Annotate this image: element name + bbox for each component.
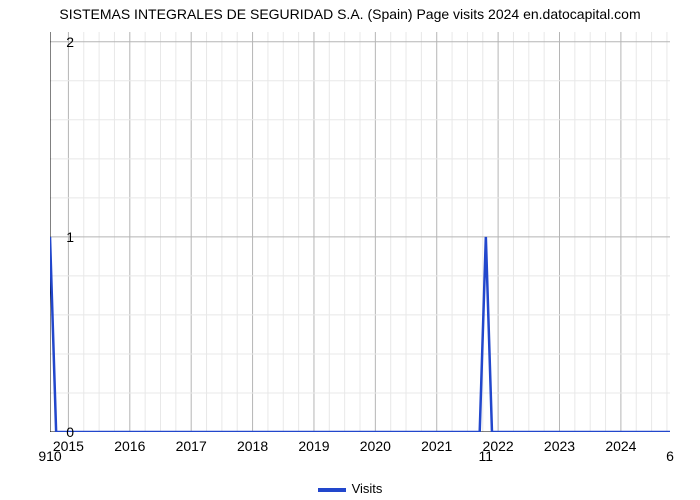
point-label: 11 — [479, 448, 494, 464]
y-tick-label: 2 — [50, 34, 74, 50]
x-tick-label: 2021 — [421, 438, 452, 454]
x-tick-label: 2023 — [544, 438, 575, 454]
legend-swatch — [318, 488, 346, 492]
x-tick-label: 2020 — [360, 438, 391, 454]
x-tick-label: 2019 — [298, 438, 329, 454]
chart-title: SISTEMAS INTEGRALES DE SEGURIDAD S.A. (S… — [0, 6, 700, 22]
x-tick-label: 2024 — [605, 438, 636, 454]
x-tick-label: 2016 — [114, 438, 145, 454]
x-tick-label: 2018 — [237, 438, 268, 454]
legend-label: Visits — [352, 481, 383, 496]
legend: Visits — [0, 481, 700, 496]
point-label: 6 — [666, 448, 674, 464]
plot-area — [50, 32, 670, 432]
point-label: 910 — [38, 448, 61, 464]
line-layer — [50, 32, 670, 432]
x-tick-label: 2017 — [176, 438, 207, 454]
y-tick-label: 1 — [50, 229, 74, 245]
